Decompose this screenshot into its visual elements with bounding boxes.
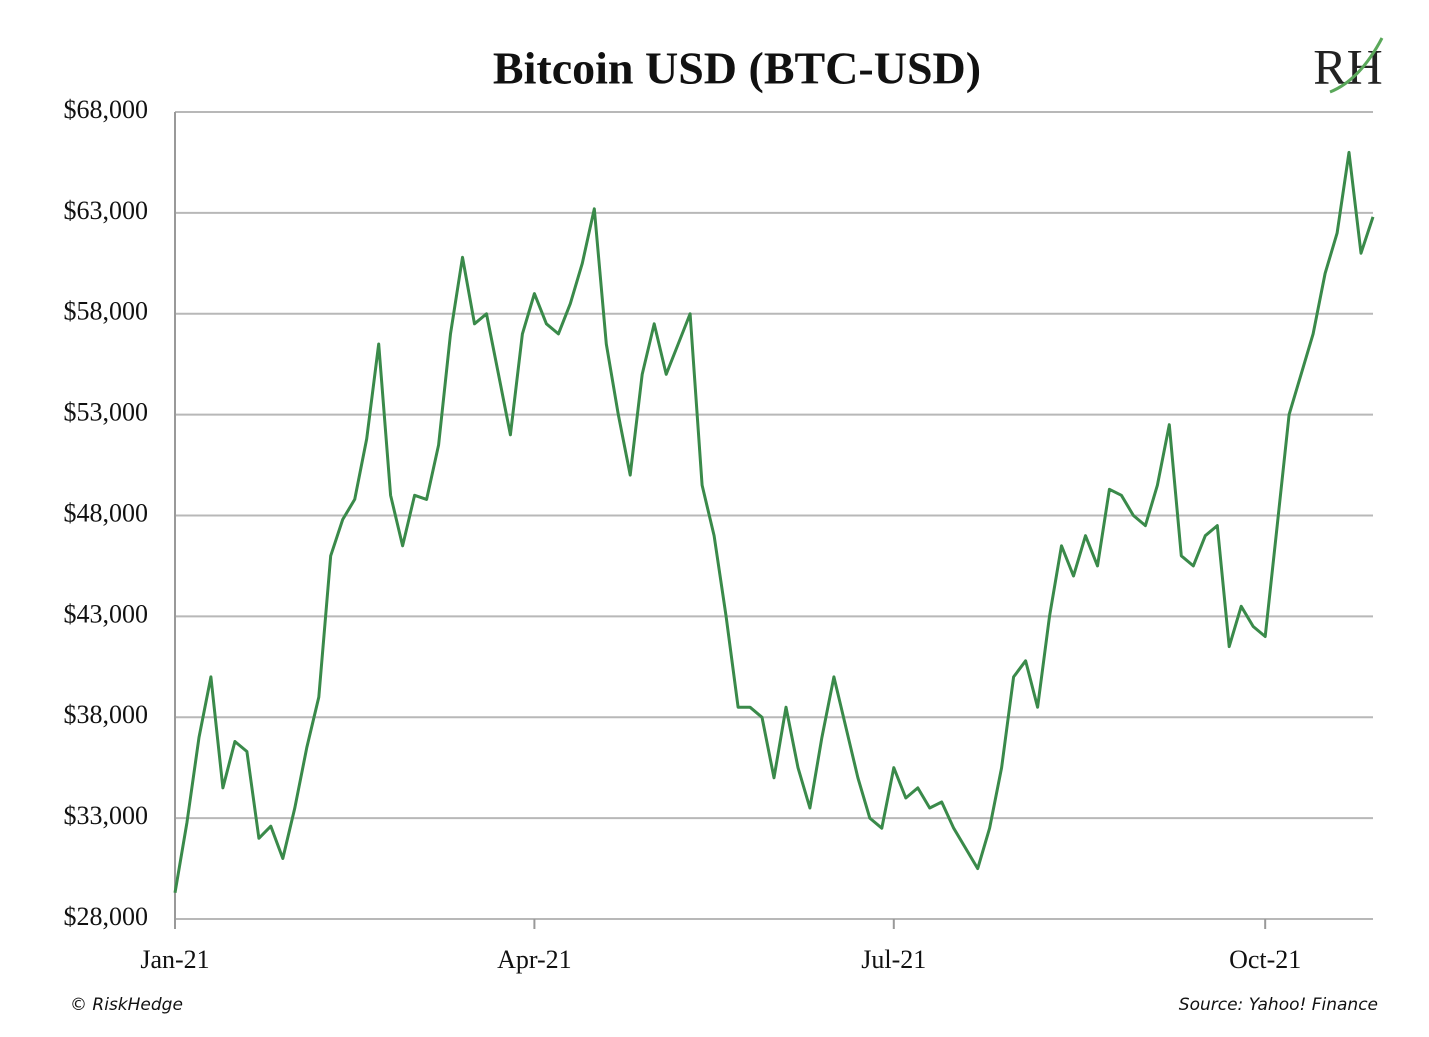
x-tick-label: Jan-21 [140,945,209,974]
y-tick-label: $43,000 [64,599,149,628]
source: Source: Yahoo! Finance [1179,995,1378,1015]
x-tick-label: Jul-21 [861,945,926,974]
logo: RH [1313,38,1382,94]
chart-title: Bitcoin USD (BTC-USD) [493,43,981,94]
y-tick-label: $53,000 [64,398,149,427]
y-tick-label: $28,000 [64,902,149,931]
y-tick-label: $68,000 [64,95,149,124]
y-tick-label: $63,000 [64,196,149,225]
y-tick-label: $48,000 [64,498,149,527]
x-tick-label: Oct-21 [1229,945,1301,974]
x-tick-label: Apr-21 [497,945,572,974]
logo-swoosh [1329,37,1384,94]
y-tick-label: $58,000 [64,297,149,326]
y-tick-label: $38,000 [64,700,149,729]
price-line [173,150,1375,894]
y-tick-label: $33,000 [64,801,149,830]
copyright: © RiskHedge [70,995,183,1015]
